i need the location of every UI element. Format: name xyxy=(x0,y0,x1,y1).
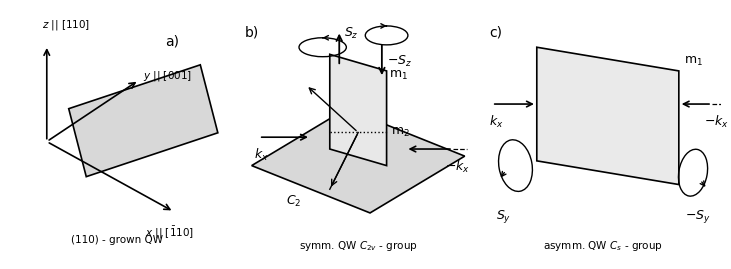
Text: m$_2$: m$_2$ xyxy=(391,126,410,139)
Text: $k_x$: $k_x$ xyxy=(254,147,268,163)
Text: $S_y$: $S_y$ xyxy=(496,208,511,225)
Text: $S_z$: $S_z$ xyxy=(344,26,359,41)
Text: c): c) xyxy=(490,26,502,40)
Text: $-k_x$: $-k_x$ xyxy=(704,114,730,130)
Text: $x$ || [$\bar{1}$10]: $x$ || [$\bar{1}$10] xyxy=(145,225,194,241)
Polygon shape xyxy=(330,54,387,166)
Text: $z$ || [110]: $z$ || [110] xyxy=(42,18,91,32)
Text: $-k_x$: $-k_x$ xyxy=(445,158,470,175)
Text: $y$ || [001]: $y$ || [001] xyxy=(143,69,192,83)
Text: a): a) xyxy=(165,34,179,48)
Text: asymm. QW $C_s$ - group: asymm. QW $C_s$ - group xyxy=(543,239,663,253)
Text: b): b) xyxy=(245,26,259,40)
Text: m$_1$: m$_1$ xyxy=(389,69,408,82)
Text: $-S_z$: $-S_z$ xyxy=(387,54,412,69)
Polygon shape xyxy=(537,47,679,185)
Text: (110) - grown QW: (110) - grown QW xyxy=(71,235,163,245)
Polygon shape xyxy=(69,65,218,177)
Text: m$_1$: m$_1$ xyxy=(683,55,702,68)
Text: $C_2$: $C_2$ xyxy=(286,194,301,209)
Text: $k_x$: $k_x$ xyxy=(490,114,504,130)
Text: $-S_y$: $-S_y$ xyxy=(685,208,711,225)
Polygon shape xyxy=(251,109,465,213)
Text: symm. QW $C_{2v}$ - group: symm. QW $C_{2v}$ - group xyxy=(299,239,417,253)
